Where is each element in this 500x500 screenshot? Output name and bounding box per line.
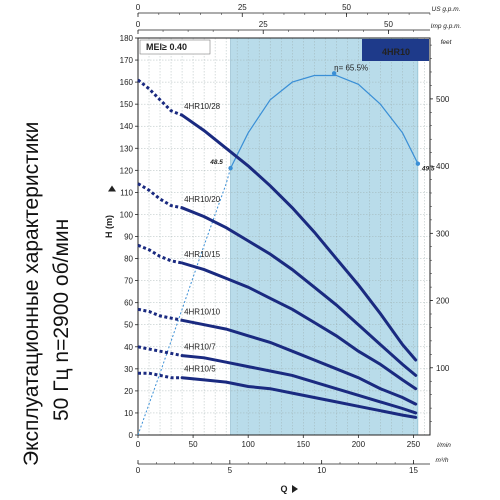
y-left-tick-label: 150 (120, 100, 134, 109)
efficiency-point-end (415, 161, 421, 166)
y-left-tick-label: 110 (120, 188, 133, 197)
x-lmin-tick-label: 200 (352, 440, 366, 449)
y-axis-arrow (108, 185, 116, 192)
efficiency-point-start (228, 165, 233, 171)
series-dashed-5 (138, 371, 183, 380)
series-label-2: 4HR10/15 (184, 250, 221, 259)
series-dashed-0 (137, 78, 183, 117)
y-left-tick-label: 60 (124, 299, 133, 308)
y-left-tick-label: 50 (124, 321, 133, 330)
y-left-tick-label: 40 (124, 343, 133, 352)
series-label-3: 4HR10/10 (184, 307, 221, 316)
series-label-0: 4HR10/28 (184, 102, 221, 111)
series-line-5 (180, 376, 418, 419)
x-lmin-tick-label: 250 (407, 440, 421, 449)
x-imp-tick-label: 25 (259, 20, 268, 29)
series-line-4 (180, 354, 418, 415)
x-us-tick-label: 0 (136, 3, 141, 12)
x-us-tick-label: 25 (238, 3, 247, 12)
x-imp-unit: Imp g.p.m. (431, 23, 462, 30)
x-imp-tick-label: 50 (384, 20, 393, 29)
y-right-tick-label: 100 (436, 364, 450, 373)
x-m3h-tick-label: 10 (317, 466, 326, 475)
x-lmin-tick-label: 50 (189, 440, 198, 449)
series-line-1 (180, 206, 418, 377)
series-dashed-4 (137, 345, 183, 358)
y-left-tick-label: 170 (120, 56, 134, 65)
x-lmin-tick-label: 0 (136, 440, 141, 449)
y-left-tick-label: 120 (120, 166, 134, 175)
x-lmin-tick-label: 100 (242, 440, 256, 449)
x-m3h-tick-label: 15 (409, 466, 418, 475)
series-line-3 (180, 318, 418, 406)
series-line-0 (180, 113, 418, 362)
efficiency-curve-dashed (137, 167, 232, 436)
y-left-tick-label: 80 (124, 255, 133, 264)
series-label-4: 4HR10/7 (184, 343, 216, 352)
x-lmin-tick-label: 150 (297, 440, 311, 449)
series-label-1: 4HR10/20 (184, 195, 221, 204)
y-right-tick-label: 400 (436, 162, 450, 171)
y-right-tick-label: 300 (436, 229, 450, 238)
model-badge-label: 4HR10 (382, 47, 410, 57)
x-m3h-unit: m³/h (436, 457, 449, 464)
y-right-tick-label: 500 (436, 95, 450, 104)
series-label-5: 4HR10/5 (184, 365, 216, 374)
x-axis-arrow (292, 485, 298, 493)
y-left-tick-label: 140 (120, 122, 134, 131)
x-lmin-unit: l/min (437, 442, 451, 449)
efficiency-label-start: 48.5 (209, 159, 223, 166)
y-right-axis-label: feet (441, 39, 453, 46)
y-left-tick-label: 10 (124, 409, 133, 418)
x-imp-tick-label: 0 (136, 20, 141, 29)
x-axis-label: Q (280, 484, 287, 494)
y-left-tick-label: 30 (124, 365, 133, 374)
series-dashed-3 (137, 307, 183, 322)
y-left-tick-label: 130 (120, 144, 134, 153)
model-badge (362, 39, 429, 61)
y-left-axis-label: H (m) (104, 215, 114, 238)
mei-label: MEI≥ 0.40 (146, 42, 187, 52)
x-us-unit: US g.p.m. (432, 6, 461, 13)
y-right-tick-label: 200 (436, 297, 450, 306)
y-left-tick-label: 90 (124, 233, 133, 242)
efficiency-label-peak: η= 65.5% (334, 63, 368, 72)
x-m3h-tick-label: 0 (136, 466, 141, 475)
mei-box (139, 39, 211, 55)
y-left-tick-label: 160 (120, 78, 134, 87)
efficiency-point-peak (331, 71, 337, 76)
x-us-tick-label: 50 (342, 3, 351, 12)
series-line-2 (180, 261, 418, 391)
y-left-tick-label: 180 (120, 34, 134, 43)
efficiency-label-end: 49.5 (421, 166, 435, 173)
x-m3h-tick-label: 5 (228, 466, 233, 475)
y-left-tick-label: 0 (129, 431, 134, 440)
y-left-tick-label: 20 (124, 387, 133, 396)
series-dashed-2 (137, 243, 183, 265)
y-left-tick-label: 70 (124, 277, 133, 286)
efficiency-curve (230, 74, 419, 169)
y-left-tick-label: 100 (120, 210, 134, 219)
